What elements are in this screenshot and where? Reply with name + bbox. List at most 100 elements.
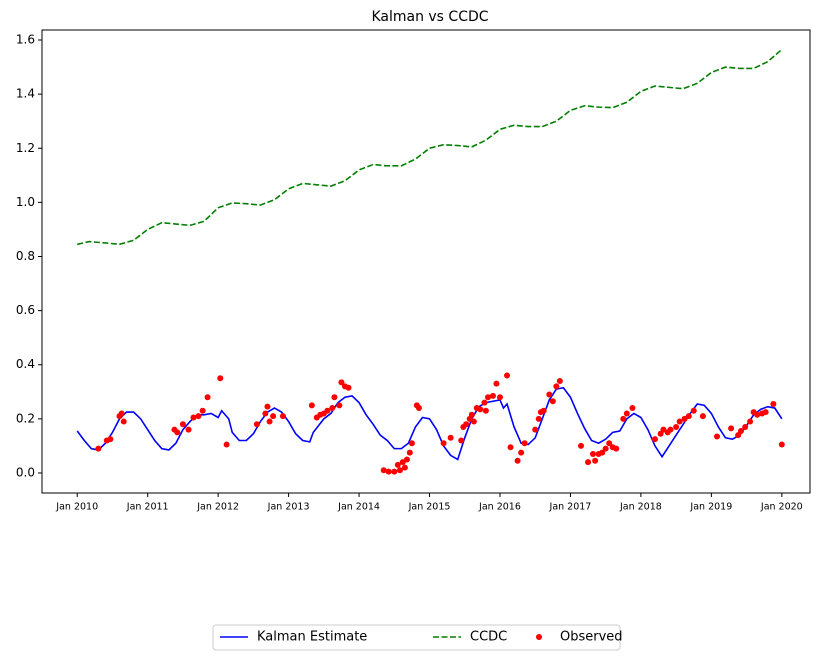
data-point [602, 445, 609, 452]
y-tick-label: 0.4 [16, 357, 35, 371]
x-tick-label: Jan 2013 [267, 502, 310, 513]
y-tick-label: 1.0 [16, 195, 35, 209]
data-point [204, 394, 211, 401]
data-point [507, 444, 514, 451]
data-point [253, 421, 260, 428]
data-point [667, 426, 674, 433]
data-point [676, 418, 683, 425]
data-point [737, 428, 744, 435]
data-point [385, 468, 392, 475]
data-point [447, 434, 454, 441]
data-point [403, 456, 410, 463]
data-point [728, 425, 735, 432]
data-point [493, 380, 500, 387]
data-point [118, 410, 125, 417]
data-point [401, 464, 408, 471]
series-line [77, 48, 783, 246]
data-point [592, 457, 599, 464]
data-point [217, 375, 224, 382]
data-point [107, 436, 114, 443]
data-point [685, 413, 692, 420]
data-point [578, 442, 585, 449]
data-point [532, 426, 539, 433]
data-point [496, 394, 503, 401]
data-point [463, 421, 470, 428]
y-tick-label: 1.2 [16, 141, 35, 155]
data-point [223, 441, 230, 448]
data-point [324, 407, 331, 414]
data-point [599, 449, 606, 456]
data-point [606, 440, 613, 447]
data-point [190, 414, 197, 421]
y-tick-label: 1.6 [16, 33, 35, 47]
data-point [120, 418, 127, 425]
data-point [518, 449, 525, 456]
x-tick-label: Jan 2018 [619, 502, 662, 513]
data-point [195, 413, 202, 420]
data-point [514, 457, 521, 464]
data-point [620, 415, 627, 422]
x-tick-label: Jan 2010 [55, 502, 98, 513]
data-point [754, 411, 761, 418]
data-point [440, 440, 447, 447]
data-point [481, 399, 488, 406]
data-point [380, 467, 387, 474]
data-point [585, 459, 592, 466]
data-point [613, 445, 620, 452]
plot-frame [41, 29, 811, 494]
data-point [485, 394, 492, 401]
chart-title: Kalman vs CCDC [371, 9, 488, 25]
data-point [504, 372, 511, 379]
data-point [95, 445, 102, 452]
legend-label: CCDC [470, 630, 507, 645]
x-tick-label: Jan 2017 [549, 502, 592, 513]
data-point [699, 413, 706, 420]
data-point [489, 392, 496, 399]
legend: Kalman Estimate CCDC Observed [212, 624, 623, 651]
y-tick-label: 0.0 [16, 465, 35, 479]
data-point [174, 429, 181, 436]
data-point [742, 423, 749, 430]
data-point [549, 398, 556, 405]
data-point [651, 436, 658, 443]
data-point [329, 405, 336, 412]
data-point [336, 402, 343, 409]
y-tick-label: 0.8 [16, 249, 35, 263]
data-point [394, 461, 401, 468]
data-point [262, 410, 269, 417]
data-point [482, 407, 489, 414]
legend-marker [536, 634, 542, 640]
data-point [690, 407, 697, 414]
legend-label: Kalman Estimate [257, 630, 367, 645]
data-point [391, 468, 398, 475]
x-tick-label: Jan 2014 [337, 502, 380, 513]
data-point [521, 440, 528, 447]
y-tick-label: 0.2 [16, 411, 35, 425]
x-tick-label: Jan 2016 [478, 502, 521, 513]
y-tick-label: 1.4 [16, 87, 35, 101]
data-point [623, 410, 630, 417]
data-point [308, 402, 315, 409]
data-point [713, 433, 720, 440]
data-point [408, 440, 415, 447]
data-point [406, 449, 413, 456]
x-tick-label: Jan 2015 [408, 502, 451, 513]
x-tick-label: Jan 2020 [760, 502, 803, 513]
data-point [540, 407, 547, 414]
data-point [778, 441, 785, 448]
data-point [589, 451, 596, 458]
data-point [770, 400, 777, 407]
data-point [331, 394, 338, 401]
x-tick-label: Jan 2012 [196, 502, 239, 513]
legend-box [212, 624, 621, 651]
data-point [179, 421, 186, 428]
data-point [477, 406, 484, 413]
data-point [199, 407, 206, 414]
data-point [345, 384, 352, 391]
data-point [470, 418, 477, 425]
data-point [762, 409, 769, 416]
data-point [458, 437, 465, 444]
data-point [629, 405, 636, 412]
data-point [266, 418, 273, 425]
